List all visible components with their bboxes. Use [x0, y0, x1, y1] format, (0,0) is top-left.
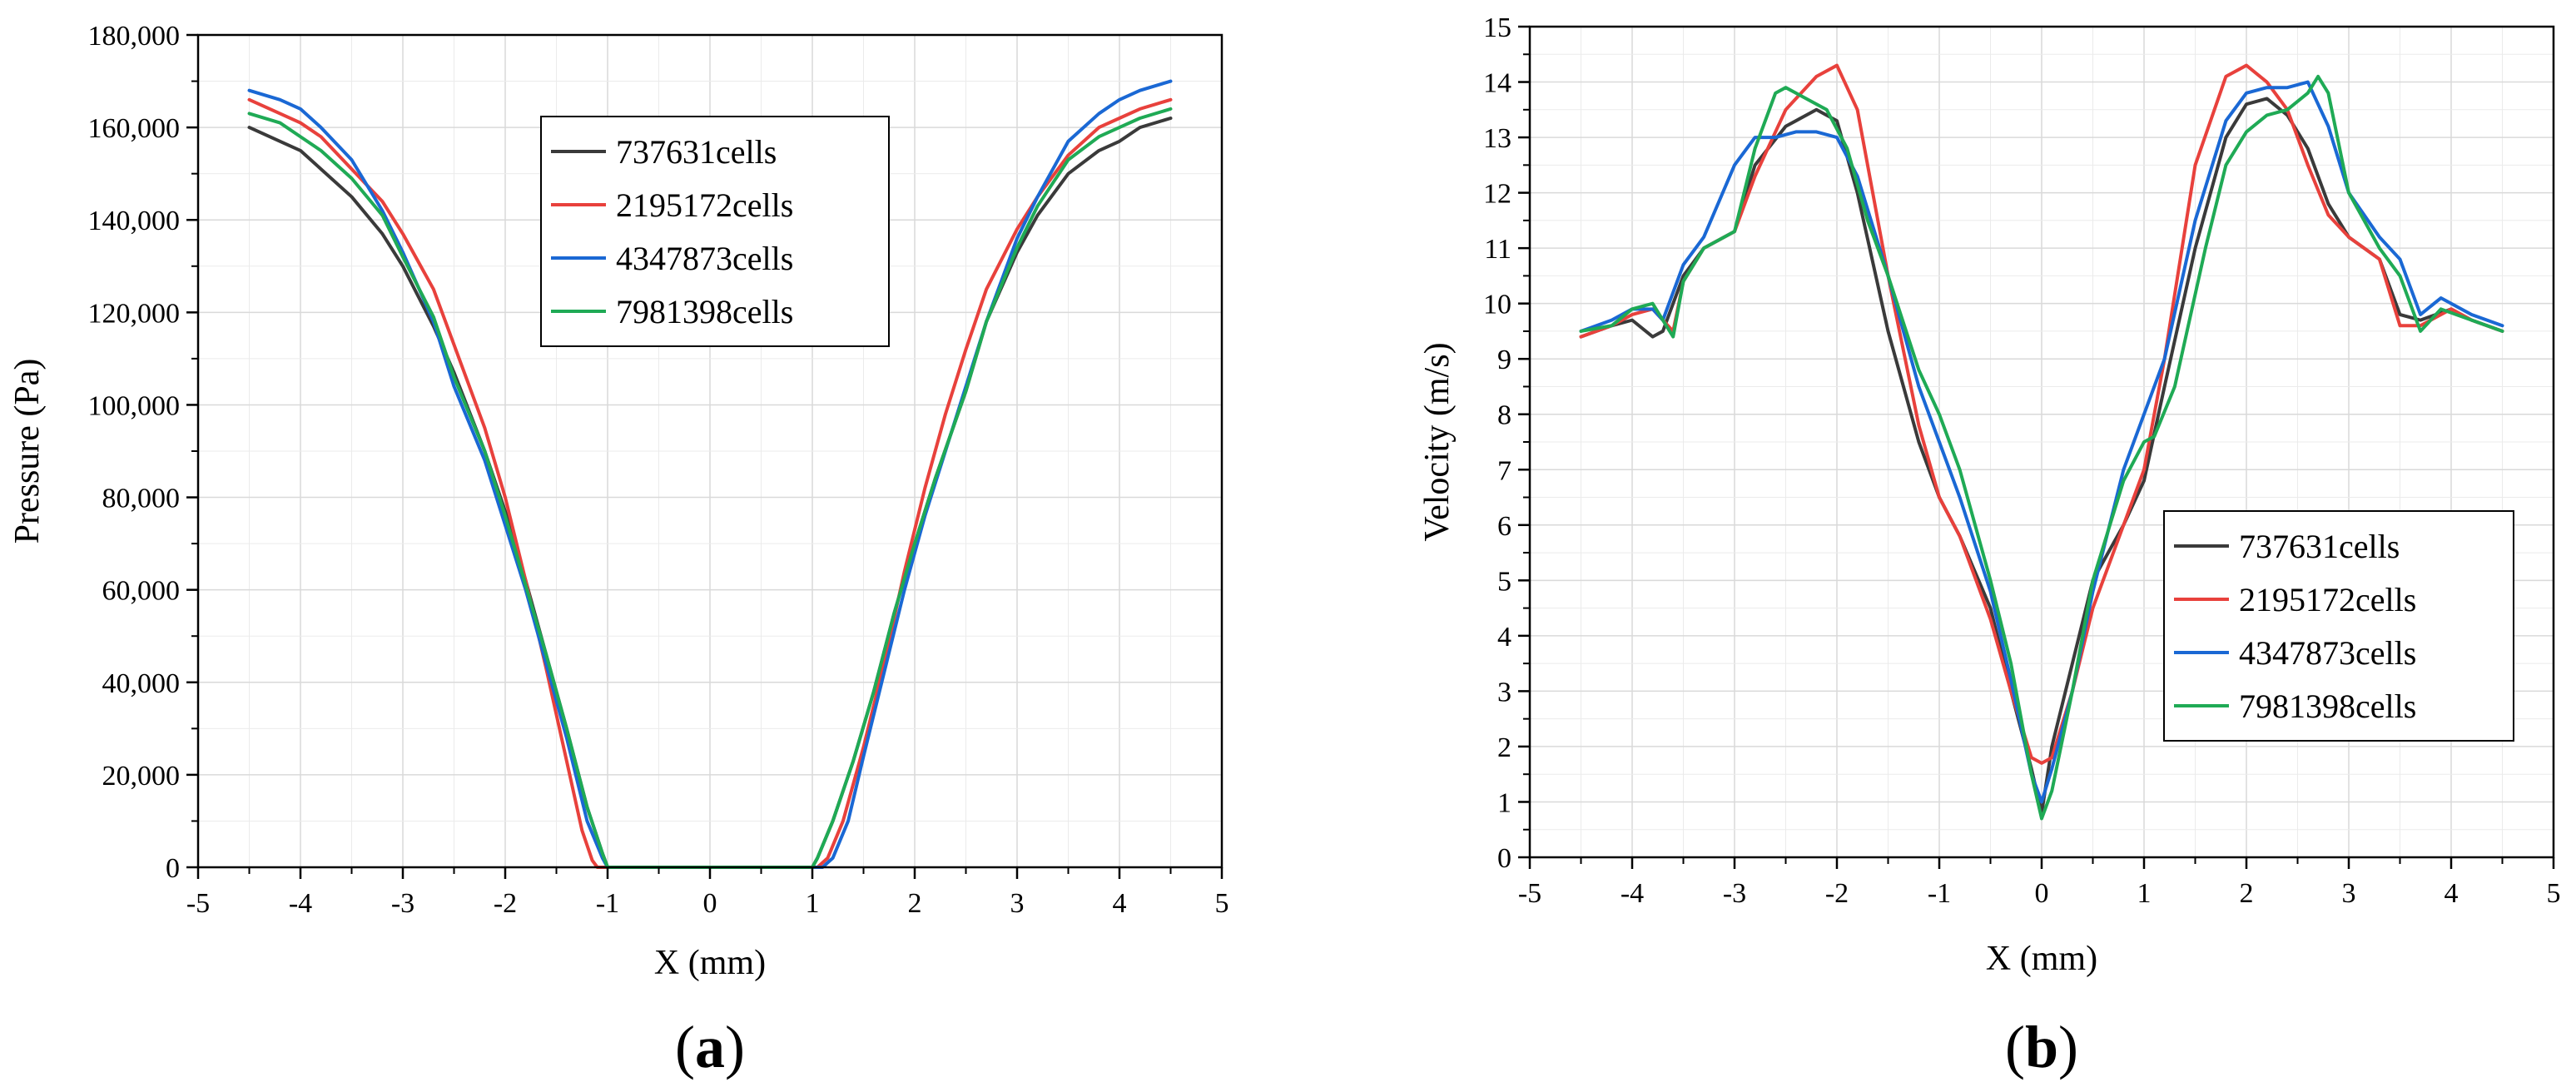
x-tick-label: -5 — [1518, 878, 1541, 909]
x-tick-label: -4 — [1621, 878, 1644, 909]
legend-box — [540, 116, 890, 347]
y-tick-label: 13 — [1483, 123, 1511, 154]
y-tick-label: 7 — [1497, 455, 1511, 486]
x-tick-label: -1 — [1928, 878, 1951, 909]
x-tick-label: 4 — [1113, 888, 1127, 919]
y-axis-label: Pressure (Pa) — [8, 359, 47, 544]
legend-label: 737631cells — [2239, 528, 2400, 565]
y-tick-label: 2 — [1497, 732, 1511, 763]
y-tick-label: 9 — [1497, 345, 1511, 375]
x-tick-label: -2 — [1825, 878, 1849, 909]
y-tick-label: 80,000 — [102, 484, 181, 514]
chart-panel-b: -5 -4 -3 -2 -1 0 1 2 3 4 50123456789101112131415X … — [1418, 12, 2561, 1080]
series-group — [1579, 63, 2504, 821]
grid — [1529, 26, 2554, 858]
legend-box — [2163, 510, 2514, 742]
x-tick-label: 5 — [2547, 878, 2561, 909]
x-tick-label: -3 — [1723, 878, 1746, 909]
x-tick-label: 3 — [1010, 888, 1025, 919]
y-tick-label: 5 — [1497, 566, 1511, 597]
y-tick-label: 10 — [1483, 290, 1511, 320]
x-tick-label: 2 — [2240, 878, 2254, 909]
y-tick-label: 6 — [1497, 511, 1511, 542]
legend-label: 2195172cells — [616, 186, 793, 224]
y-tick-label: 180,000 — [88, 21, 181, 52]
y-axis-label: Velocity (m/s) — [1418, 342, 1457, 541]
x-tick-label: 0 — [2035, 878, 2049, 909]
y-tick-label: 120,000 — [88, 298, 181, 329]
legend-label: 4347873cells — [2239, 634, 2416, 672]
x-tick-label: 4 — [2444, 878, 2459, 909]
x-tick-label: -4 — [289, 888, 312, 919]
x-axis-label: X (mm) — [654, 944, 766, 982]
y-tick-label: 60,000 — [102, 576, 181, 607]
chart-panel-a: -5 -4 -3 -2 -1 0 1 2 3 4 5 0 20,000 40,000 60,000 80,00… — [8, 21, 1229, 1080]
legend-label: 2195172cells — [2239, 581, 2416, 618]
x-axis: -5 -4 -3 -2 -1 0 1 2 3 4 5 — [186, 867, 1229, 919]
y-tick-label: 100,000 — [88, 390, 181, 421]
x-tick-label: 1 — [806, 888, 820, 919]
y-tick-label: 20,000 — [102, 761, 181, 792]
x-tick-label: 1 — [2137, 878, 2152, 909]
series-line-4347873cells — [1579, 80, 2504, 804]
x-tick-label: 2 — [908, 888, 922, 919]
x-tick-label: -3 — [391, 888, 414, 919]
y-tick-label: 160,000 — [88, 113, 181, 144]
legend: 737631cells 2195172cells 4347873cells 79813… — [540, 116, 890, 347]
legend-label: 7981398cells — [2239, 687, 2416, 725]
y-tick-label: 40,000 — [102, 668, 181, 699]
x-axis-label: X (mm) — [1986, 940, 2097, 978]
y-tick-label: 14 — [1483, 68, 1511, 99]
legend-label: 737631cells — [616, 133, 777, 171]
y-tick-label: 12 — [1483, 179, 1511, 210]
legend: 737631cells 2195172cells 4347873cells 79813… — [2163, 510, 2514, 742]
x-tick-label: -5 — [186, 888, 210, 919]
x-tick-label: 3 — [2342, 878, 2356, 909]
y-tick-label: 140,000 — [88, 206, 181, 236]
y-tick-label: 1 — [1497, 787, 1511, 818]
y-tick-label: 4 — [1497, 622, 1511, 653]
panel-label: (a) — [675, 1014, 745, 1080]
y-axis: 0 20,000 40,000 60,000 80,000 100,000 120,000 1… — [88, 21, 198, 884]
x-tick-label: 0 — [703, 888, 717, 919]
x-tick-label: -2 — [494, 888, 517, 919]
legend-label: 4347873cells — [616, 240, 793, 277]
y-tick-label: 0 — [1497, 843, 1511, 874]
x-tick-label: -1 — [596, 888, 619, 919]
panel-label: (b) — [2005, 1014, 2078, 1080]
x-tick-label: 5 — [1215, 888, 1229, 919]
series-line-7981398cells — [1579, 74, 2504, 821]
y-tick-label: 3 — [1497, 677, 1511, 707]
x-axis: -5 -4 -3 -2 -1 0 1 2 3 4 5 — [1518, 857, 2561, 909]
y-tick-label: 8 — [1497, 400, 1511, 431]
legend-label: 7981398cells — [616, 293, 793, 330]
y-tick-label: 0 — [166, 853, 180, 884]
y-tick-label: 15 — [1483, 12, 1511, 43]
y-tick-label: 11 — [1484, 234, 1511, 265]
